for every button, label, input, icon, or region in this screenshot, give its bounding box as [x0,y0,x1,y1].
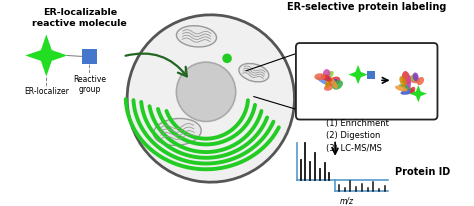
Ellipse shape [399,84,413,90]
Circle shape [222,54,232,63]
Ellipse shape [400,76,406,87]
Text: Reactive
group: Reactive group [73,75,106,94]
Ellipse shape [332,79,337,86]
Ellipse shape [413,73,419,81]
Ellipse shape [314,73,326,80]
Ellipse shape [322,74,332,82]
Ellipse shape [395,85,408,91]
Ellipse shape [411,74,418,81]
Ellipse shape [324,85,333,91]
Text: ER-localizer: ER-localizer [24,87,69,96]
Ellipse shape [323,69,330,77]
Text: m/z: m/z [340,197,354,206]
PathPatch shape [348,65,368,84]
Ellipse shape [328,77,340,86]
Ellipse shape [404,83,410,90]
Ellipse shape [324,71,334,81]
Text: ER-localizable
reactive molecule: ER-localizable reactive molecule [32,8,127,28]
Ellipse shape [127,15,294,182]
Bar [82,49,97,64]
Ellipse shape [154,118,201,145]
Ellipse shape [332,80,343,90]
Ellipse shape [325,77,331,88]
Ellipse shape [239,63,269,82]
Ellipse shape [176,26,217,47]
PathPatch shape [410,85,427,102]
Ellipse shape [176,62,236,122]
FancyBboxPatch shape [296,43,438,119]
Text: ER-selective protein labeling: ER-selective protein labeling [287,2,447,12]
Ellipse shape [417,77,424,85]
PathPatch shape [25,34,67,76]
Ellipse shape [407,76,411,89]
Ellipse shape [320,75,330,81]
Ellipse shape [408,76,420,83]
Bar [367,71,375,79]
Ellipse shape [330,78,337,89]
Ellipse shape [402,71,410,86]
Ellipse shape [410,87,415,94]
FancyArrowPatch shape [126,54,187,76]
Text: Protein ID: Protein ID [395,167,451,177]
Ellipse shape [316,77,329,85]
Ellipse shape [401,89,414,95]
Text: (1) Enrichment
(2) Digestion
(3) LC-MS/MS: (1) Enrichment (2) Digestion (3) LC-MS/M… [326,119,389,153]
